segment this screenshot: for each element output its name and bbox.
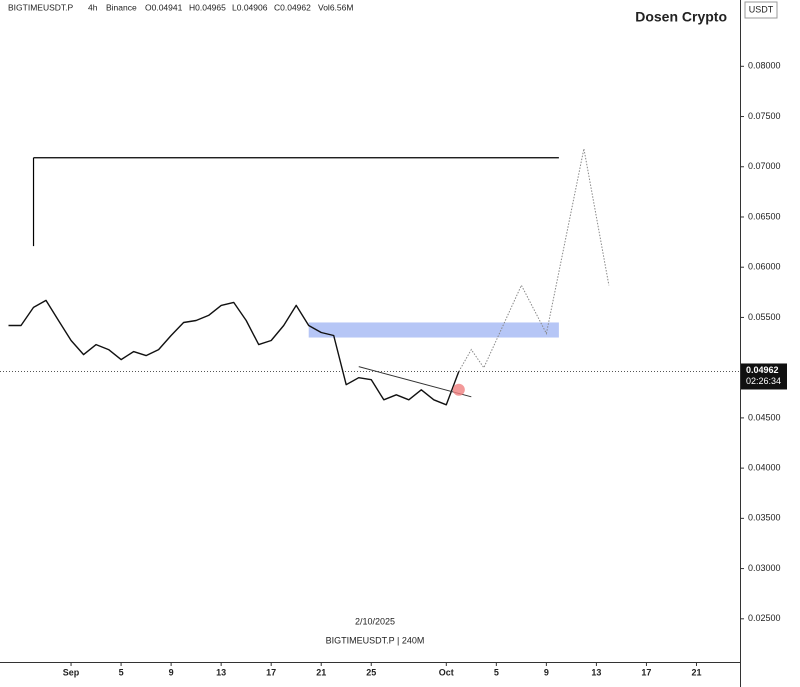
x-tick-label: 17 <box>641 667 651 677</box>
x-tick-label: 5 <box>494 667 499 677</box>
breakout-marker <box>452 383 465 396</box>
y-tick-label: 0.05500 <box>748 312 781 322</box>
y-tick-label: 0.07000 <box>748 161 781 171</box>
x-tick-label: 5 <box>119 667 124 677</box>
price-line <box>8 299 460 406</box>
countdown: 02:26:34 <box>746 376 781 386</box>
y-tick-label: 0.02500 <box>748 613 781 623</box>
x-tick-label: 9 <box>544 667 549 677</box>
currency: USDT <box>749 4 774 14</box>
ohlc-high: H0.04965 <box>189 2 226 12</box>
y-tick-label: 0.06500 <box>748 211 781 221</box>
y-tick-label: 0.03500 <box>748 513 781 523</box>
x-tick-label: 9 <box>169 667 174 677</box>
y-tick-label: 0.07500 <box>748 111 781 121</box>
ohlc-low: L0.04906 <box>232 2 268 12</box>
interval: 4h <box>88 2 98 12</box>
last-price-label: 0.04962 <box>746 365 779 375</box>
footer: BIGTIMEUSDT.P | 240M <box>326 635 425 645</box>
y-tick-label: 0.03000 <box>748 563 781 573</box>
x-tick-label: Oct <box>439 667 454 677</box>
trendline <box>358 366 472 398</box>
y-tick-label: 0.06000 <box>748 262 781 272</box>
exchange: Binance <box>106 2 137 12</box>
currency-box <box>744 1 778 19</box>
ohlc-open: O0.04941 <box>145 2 183 12</box>
x-tick-label: 13 <box>591 667 601 677</box>
x-tick-label: 21 <box>316 667 326 677</box>
projection-path <box>458 148 610 372</box>
symbol: BIGTIMEUSDT.P <box>8 2 74 12</box>
x-tick-label: 13 <box>216 667 226 677</box>
x-tick-label: 17 <box>266 667 276 677</box>
y-tick-label: 0.04000 <box>748 462 781 472</box>
date-stamp: 2/10/2025 <box>355 616 395 626</box>
x-tick-label: 25 <box>366 667 376 677</box>
ohlc-close: C0.04962 <box>274 2 311 12</box>
y-tick-label: 0.04500 <box>748 412 781 422</box>
last-price-box <box>741 363 787 390</box>
x-tick-label: 21 <box>691 667 701 677</box>
y-tick-label: 0.08000 <box>748 61 781 71</box>
x-tick-label: Sep <box>63 667 80 677</box>
supply-zone <box>308 322 559 338</box>
brand: Dosen Crypto <box>635 9 727 25</box>
volume: Vol6.56M <box>318 2 353 12</box>
